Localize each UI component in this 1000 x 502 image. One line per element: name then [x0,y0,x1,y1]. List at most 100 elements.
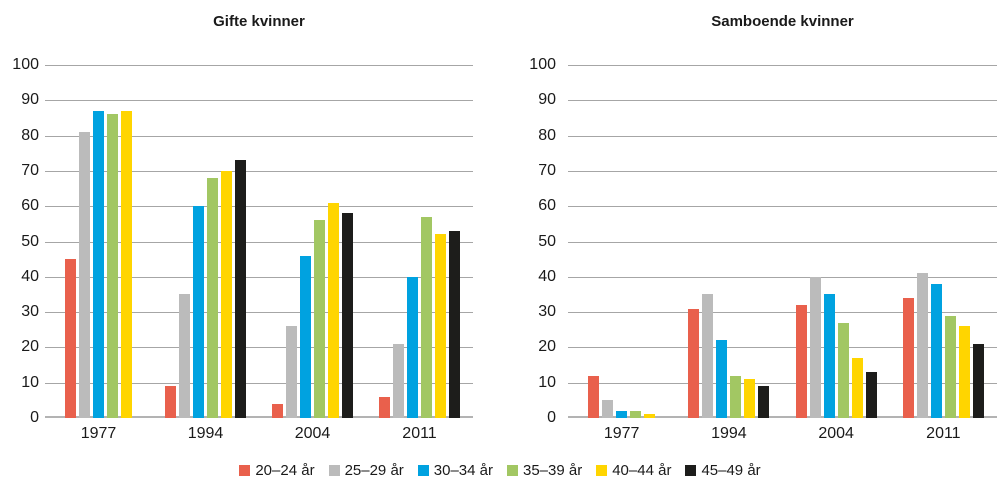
bar [393,343,404,418]
bar [272,403,283,418]
gridline [45,276,473,278]
chart-title-wrap: Samboende kvinner [568,0,997,65]
bar [958,326,970,418]
y-axis-tick-label: 20 [21,338,39,356]
y-axis-tick-label: 40 [538,267,556,285]
legend-label: 20–24 år [255,462,315,479]
bar-group-1994: 1994 [164,160,248,442]
gridline [45,312,473,314]
bar [630,410,642,418]
bar [435,234,446,418]
bar [107,114,118,418]
legend-item: 40–44 år [596,462,671,479]
bar [407,276,418,418]
x-axis-category-label: 1994 [711,425,747,442]
gridline [45,382,473,384]
bar [758,386,770,418]
chart-samboende-kvinner: Samboende kvinner 100 90 80 70 60 50 40 30 20 10 0… [500,0,1000,442]
legend-item: 25–29 år [328,462,404,479]
bar [602,400,614,418]
gridline [45,241,473,243]
bar-group-1994: 1994 [687,294,771,442]
gridline [45,100,473,102]
gridline [568,241,997,243]
y-axis: 100 90 80 70 60 50 40 30 20 10 0 [500,56,568,426]
y-axis-tick-label: 70 [21,161,39,179]
bar [837,322,849,418]
bar [702,294,714,418]
bars-row: 1977 1994 2004 2011 [45,65,473,442]
gridline [568,312,997,314]
x-axis-category-label: 1977 [603,425,640,442]
legend-item: 30–34 år [417,462,493,479]
bar-group-2011: 2011 [378,216,462,442]
bar [235,160,246,418]
bar [809,276,821,418]
bar-group-2004: 2004 [271,202,355,442]
y-axis-tick-label: 10 [21,373,39,391]
bars-row: 1977 1994 2004 2011 [568,65,997,442]
bar [716,340,728,418]
bar-group-2004: 2004 [794,276,878,442]
legend-item: 45–49 år [685,462,761,479]
bar [93,110,104,418]
x-axis-line [45,416,473,418]
bar-group-1977: 1977 [57,110,141,442]
gridline [568,65,997,66]
bar [179,294,190,418]
bar [314,220,325,418]
legend-swatch [239,465,251,476]
gridline [568,382,997,384]
bar [379,396,390,418]
legend-item: 20–24 år [239,462,315,479]
y-axis-tick-label: 100 [529,56,556,73]
y-axis-tick-label: 20 [538,338,556,356]
bar [823,294,835,418]
x-axis-category-label: 1994 [187,425,224,442]
y-axis-tick-label: 80 [538,126,556,144]
bar [421,216,432,418]
gridline [45,135,473,137]
bar [972,343,984,418]
legend-item: 35–39 år [507,462,582,479]
y-axis-tick-label: 90 [21,91,39,109]
y-axis-tick-label: 90 [538,91,556,109]
bar [79,132,90,418]
y-axis-tick-label: 100 [12,56,39,73]
bar [165,386,176,418]
y-axis-tick-label: 30 [538,303,556,321]
x-axis-category-label: 1977 [80,425,117,442]
gridline [568,135,997,137]
bar-group-1977: 1977 [580,375,664,442]
bar [730,375,742,418]
gridline [568,276,997,278]
y-axis-tick-label: 50 [21,232,39,250]
legend-swatch [685,465,697,476]
chart-title-wrap: Gifte kvinner [45,0,473,65]
y-axis-tick-label: 0 [547,409,556,426]
bar [744,379,756,418]
legend-swatch [596,465,608,476]
y-axis-tick-label: 0 [30,409,39,426]
charts-row: Gifte kvinner 100 90 80 70 60 50 40 30 20 10 0 197… [0,0,1000,442]
chart-title: Samboende kvinner [711,13,854,30]
bar [944,315,956,418]
bar [193,206,204,418]
gridline [45,170,473,172]
y-axis-tick-label: 80 [21,126,39,144]
bar [644,414,656,418]
bar [865,372,877,418]
bar [902,297,914,418]
bar [121,110,132,418]
bar [688,308,700,418]
gridline [568,206,997,208]
legend-label: 35–39 år [523,462,583,479]
y-axis-tick-label: 10 [538,373,556,391]
bar [449,230,460,418]
chart-gifte-kvinner: Gifte kvinner 100 90 80 70 60 50 40 30 20 10 0 197… [0,0,500,442]
bar [207,177,218,418]
y-axis-tick-label: 70 [538,161,556,179]
gridline [45,347,473,349]
bar [65,259,76,418]
